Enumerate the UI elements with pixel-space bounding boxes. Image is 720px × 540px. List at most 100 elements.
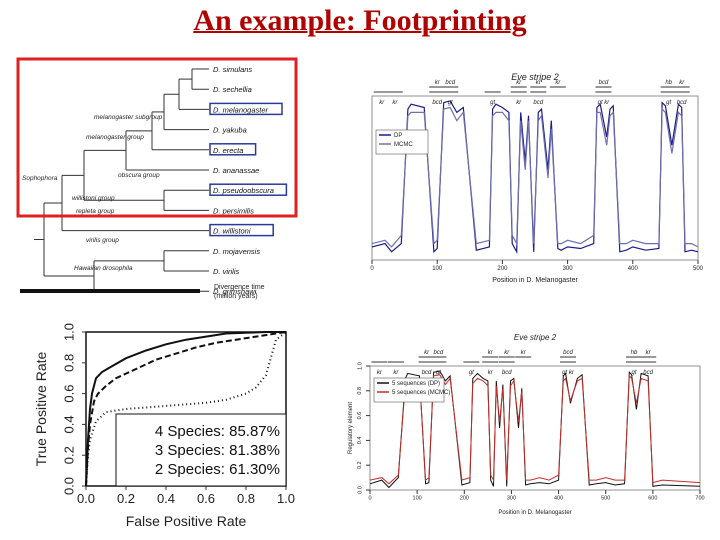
- annotation-text: 2 Species: 61.30%: [155, 461, 280, 478]
- species-label: D. sechellia: [213, 85, 252, 94]
- annotation-text: 3 Species: 81.38%: [155, 442, 280, 459]
- x-tick-label: 300: [563, 266, 574, 272]
- x-tick-label: 600: [648, 496, 657, 502]
- x-tick-label: 0.2: [117, 491, 135, 506]
- x-tick-label: 100: [432, 266, 443, 272]
- series-line: [85, 331, 287, 487]
- x-axis-label: Position in D. Melanogaster: [498, 510, 571, 516]
- series-line: [371, 106, 699, 248]
- series-line: [85, 331, 287, 487]
- x-tick-label: 0: [370, 266, 374, 272]
- site-label-bottom: kr: [379, 100, 385, 106]
- site-label-bottom: bcd: [677, 100, 687, 106]
- species-label: D. willistoni: [213, 227, 251, 236]
- annotation-text: 4 Species: 85.87%: [155, 423, 280, 440]
- legend-label: 5 sequences (MCMC): [392, 390, 450, 396]
- legend-label: 5 sequences (DP): [392, 381, 440, 387]
- site-label-top: hb: [631, 350, 638, 356]
- species-label: D. pseudoobscura: [213, 186, 274, 195]
- x-tick-label: 200: [497, 266, 508, 272]
- eve-stripe-chart-red: Eve stripe 2 0 100 200 300 400 500 600 700 0.0 0.2…: [348, 333, 705, 516]
- group-label: Sophophora: [22, 175, 58, 182]
- site-label-bottom: gt: [490, 100, 495, 106]
- site-label-bottom: bcd: [432, 100, 442, 106]
- site-label-top: kr: [646, 350, 652, 356]
- site-label-bottom: gt: [436, 370, 441, 376]
- site-label-top: kr: [679, 80, 685, 86]
- site-label-top: kr: [536, 80, 542, 86]
- y-tick-label: 0.2: [62, 446, 77, 464]
- group-label: Hawaiian drosophila: [74, 265, 133, 272]
- site-label-bottom: bcd: [643, 370, 653, 376]
- site-label-bottom: kr: [393, 370, 399, 376]
- y-tick-label: 1.0: [357, 362, 363, 370]
- species-label: D. ananassae: [213, 166, 259, 175]
- legend-label: DP: [394, 133, 402, 139]
- plot-frame: [371, 95, 699, 261]
- scale-bar: [20, 289, 200, 293]
- y-tick-label: 0.8: [62, 354, 77, 372]
- site-label-top: bcd: [445, 80, 455, 86]
- site-label-bottom: gt kr: [562, 370, 575, 376]
- roc-chart: 0.0 0.2 0.4 0.6 0.8 1.0 0.0 0.2 0.4 0.6 0.8 1.0 Fals…: [33, 323, 295, 529]
- site-label-bottom: gt: [469, 370, 474, 376]
- x-tick-label: 200: [460, 496, 469, 502]
- x-axis-label: False Positive Rate: [126, 513, 247, 529]
- legend-box: [375, 129, 429, 155]
- site-label-bottom: gt kr: [598, 100, 611, 106]
- site-label-top: kr: [521, 350, 527, 356]
- species-box: [209, 183, 288, 196]
- species-box: [209, 143, 257, 156]
- site-label-top: kr: [424, 350, 430, 356]
- eve-stripe-chart-blue: Eve stripe 2 0 100 200 300 400 500 Position in …: [370, 72, 704, 284]
- species-label: D. persimilis: [213, 206, 254, 215]
- site-label-top: hb: [665, 80, 672, 86]
- species-label: D. grimshawi: [213, 287, 257, 296]
- site-label-top: bcd: [563, 350, 573, 356]
- series-line: [85, 331, 286, 487]
- site-label-bottom: kr: [488, 370, 494, 376]
- site-label-top: kr: [516, 80, 522, 86]
- x-tick-label: 0.4: [157, 491, 175, 506]
- y-tick-label: 0.8: [357, 387, 363, 395]
- site-label-bottom: bcd: [502, 370, 512, 376]
- species-box: [209, 223, 274, 237]
- annotation-box: [115, 413, 287, 487]
- series-line: [371, 100, 699, 255]
- legend-label: MCMC: [394, 142, 413, 148]
- x-tick-label: 400: [628, 266, 639, 272]
- x-tick-label: 300: [507, 496, 516, 502]
- group-label: melanogaster subgroup: [94, 114, 163, 121]
- phylogeny-figure: D. simulans D. sechellia D. melanogaster D.…: [16, 57, 298, 300]
- x-tick-label: 700: [695, 496, 704, 502]
- scale-label: Divergence time: [214, 284, 265, 291]
- group-label: virilis group: [86, 237, 119, 244]
- x-axis-label: Position in D. Melanogaster: [492, 277, 578, 284]
- x-tick-label: 0.0: [77, 491, 95, 506]
- group-label: melanogaster group: [86, 134, 144, 141]
- site-label-top: kr: [555, 80, 561, 86]
- species-label: D. mojavensis: [213, 247, 260, 256]
- x-tick-label: 1.0: [277, 491, 295, 506]
- x-tick-label: 400: [554, 496, 563, 502]
- chart-title: Eve stripe 2: [511, 72, 559, 82]
- y-tick-label: 0.4: [357, 437, 363, 445]
- site-label-top: kr: [435, 80, 441, 86]
- y-tick-label: 0.4: [62, 415, 77, 433]
- x-tick-label: 0: [368, 496, 371, 502]
- species-label: D. melanogaster: [213, 105, 269, 114]
- site-label-bottom: gt: [666, 100, 671, 106]
- x-tick-label: 500: [693, 266, 704, 272]
- scale-label: (million years): [214, 293, 258, 300]
- y-tick-label: 0.0: [357, 486, 363, 494]
- y-tick-label: 0.0: [62, 477, 77, 495]
- y-tick-label: 0.6: [357, 412, 363, 420]
- site-label-bottom: kr: [377, 370, 383, 376]
- y-tick-label: 0.6: [62, 385, 77, 403]
- species-label: D. erecta: [213, 146, 243, 155]
- species-box: [209, 102, 283, 116]
- legend-box: [373, 377, 445, 403]
- site-label-bottom: gt: [631, 370, 636, 376]
- group-label: obscura group: [118, 172, 160, 179]
- site-label-bottom: gt: [448, 100, 453, 106]
